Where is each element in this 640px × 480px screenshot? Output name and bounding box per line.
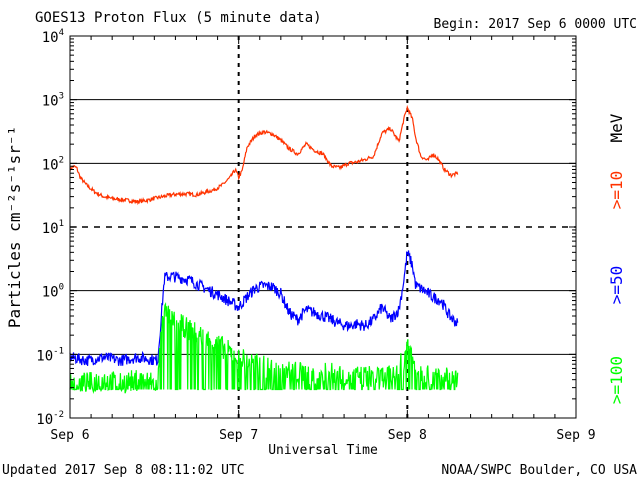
series-layer bbox=[69, 104, 459, 394]
chart-title: GOES13 Proton Flux (5 minute data) bbox=[35, 10, 322, 26]
x-axis-label: Universal Time bbox=[268, 443, 378, 458]
updated-timestamp: Updated 2017 Sep 8 08:11:02 UTC bbox=[2, 463, 245, 478]
y-tick-label: 101 bbox=[42, 219, 64, 237]
series-line-ge50 bbox=[69, 250, 459, 366]
y-tick-label: 10-2 bbox=[36, 410, 64, 428]
x-tick-labels: Sep 6 Sep 7 Sep 8 Sep 9 bbox=[50, 428, 595, 443]
y-tick-label: 102 bbox=[42, 155, 64, 173]
y-tick-labels: 10-2 10-1 100 101 102 103 104 bbox=[36, 28, 64, 428]
legend-ge10: >=10 bbox=[607, 171, 626, 210]
legend-ge50: >=50 bbox=[607, 266, 626, 305]
x-tick-label: Sep 7 bbox=[219, 428, 258, 443]
y-tick-label: 100 bbox=[42, 283, 64, 301]
begin-date: Begin: 2017 Sep 6 0000 UTC bbox=[434, 17, 638, 32]
x-tick-label: Sep 9 bbox=[556, 428, 595, 443]
series-line-ge100 bbox=[69, 302, 459, 394]
legend-ge100: >=100 bbox=[607, 356, 626, 404]
y-tick-label: 104 bbox=[42, 28, 64, 46]
x-tick-label: Sep 6 bbox=[50, 428, 89, 443]
legend-unit-mev: MeV bbox=[607, 113, 626, 142]
grid-lines bbox=[70, 36, 576, 418]
axis-ticks bbox=[69, 36, 577, 419]
y-tick-label: 10-1 bbox=[36, 346, 64, 364]
series-line-ge10 bbox=[69, 104, 459, 206]
x-tick-label: Sep 8 bbox=[388, 428, 427, 443]
y-tick-label: 103 bbox=[42, 92, 64, 110]
credit-line: NOAA/SWPC Boulder, CO USA bbox=[441, 463, 637, 478]
y-axis-label: Particles cm⁻²s⁻¹sr⁻¹ bbox=[5, 126, 24, 328]
